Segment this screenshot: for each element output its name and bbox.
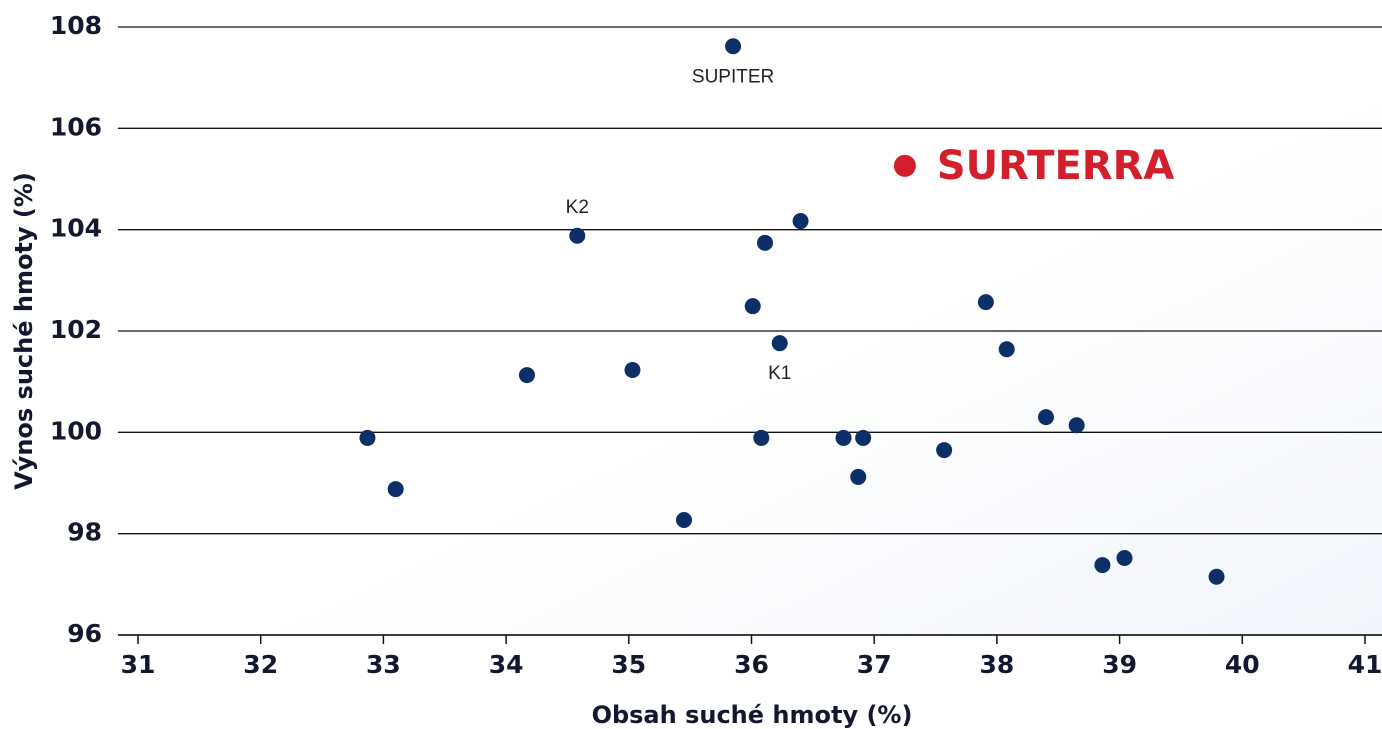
point-label: K2 [566, 197, 589, 218]
point-label: SUPITER [692, 66, 774, 87]
scatter-point [387, 481, 404, 498]
scatter-point [1094, 557, 1111, 574]
scatter-point [998, 341, 1015, 358]
scatter-point [725, 38, 742, 55]
scatter-point [1068, 417, 1085, 434]
y-tick-label: 96 [67, 619, 102, 648]
scatter-point [855, 429, 872, 446]
x-axis-title: Obsah suché hmoty (%) [592, 701, 913, 729]
x-tick-label: 36 [734, 650, 769, 679]
scatter-point [359, 429, 376, 446]
scatter-point [676, 511, 693, 528]
x-tick-label: 31 [121, 650, 156, 679]
scatter-point [1208, 568, 1225, 585]
scatter-point [893, 154, 916, 177]
scatter-point [569, 227, 586, 244]
y-tick-label: 106 [50, 112, 102, 141]
y-tick-label: 108 [50, 11, 102, 40]
scatter-point [1037, 409, 1054, 426]
y-axis-title: Výnos suché hmoty (%) [10, 172, 38, 490]
y-tick-label: 98 [67, 518, 102, 547]
x-tick-label: 33 [366, 650, 401, 679]
y-tick-label: 102 [50, 315, 102, 344]
scatter-point [744, 298, 761, 315]
x-tick-label: 34 [489, 650, 524, 679]
scatter-point [850, 468, 867, 485]
y-tick-label: 104 [50, 214, 102, 243]
scatter-point [835, 429, 852, 446]
scatter-point [753, 429, 770, 446]
x-tick-label: 32 [243, 650, 278, 679]
scatter-point [936, 442, 953, 459]
scatter-point [771, 335, 788, 352]
x-tick-label: 38 [980, 650, 1015, 679]
scatter-point [518, 367, 535, 384]
legend-label: SURTERRA [937, 143, 1175, 189]
x-tick-label: 39 [1102, 650, 1137, 679]
scatter-point [756, 234, 773, 251]
scatter-point [977, 294, 994, 311]
x-tick-label: 35 [611, 650, 646, 679]
scatter-point [1116, 549, 1133, 566]
point-label: K1 [768, 363, 791, 384]
x-tick-label: 41 [1348, 650, 1382, 679]
y-tick-label: 100 [50, 416, 102, 445]
scatter-point [624, 362, 641, 379]
x-tick-label: 37 [857, 650, 892, 679]
x-tick-label: 40 [1225, 650, 1260, 679]
scatter-point [792, 213, 809, 230]
